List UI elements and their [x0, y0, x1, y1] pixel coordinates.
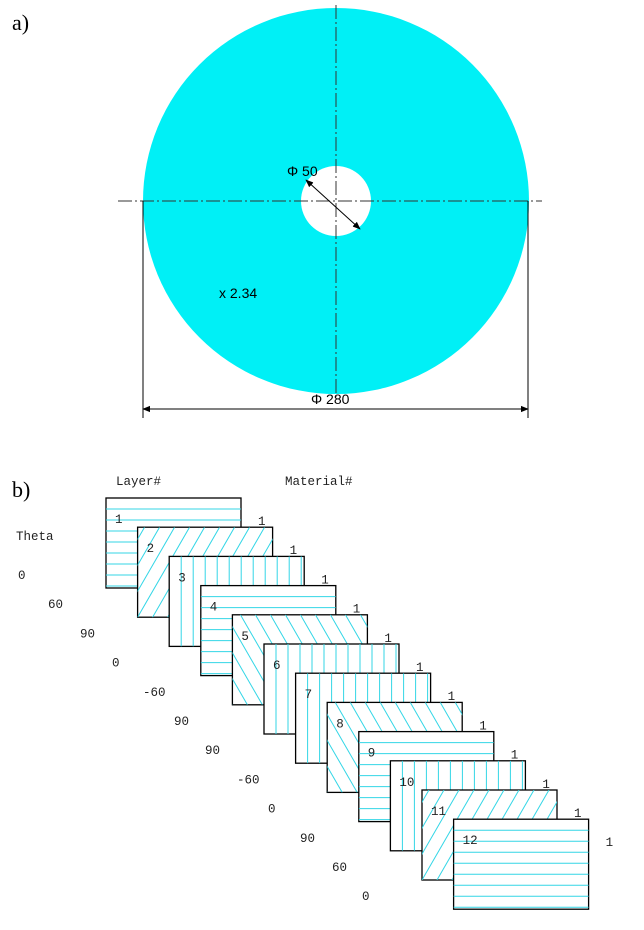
layer-number: 5: [241, 630, 249, 644]
material-value: 1: [384, 632, 392, 646]
layer-number: 12: [463, 834, 478, 848]
theta-value: 0: [18, 569, 26, 583]
material-value: 1: [321, 573, 329, 587]
theta-value: 60: [48, 598, 63, 612]
material-value: 1: [353, 603, 361, 617]
theta-value: -60: [143, 686, 166, 700]
material-value: 1: [258, 515, 266, 529]
theta-value: 90: [205, 744, 220, 758]
theta-header: Theta: [16, 530, 54, 544]
layer-number: 7: [305, 688, 313, 702]
theta-value: 90: [80, 627, 95, 641]
ply-rect: [452, 818, 590, 910]
layer-number: 6: [273, 659, 281, 673]
panel-b-label: b): [12, 477, 30, 502]
material-value: 1: [511, 749, 519, 763]
panel-b: b) Layer# Material# Theta 10126013901401…: [12, 475, 614, 910]
theta-value: 0: [268, 803, 276, 817]
layer-number: 11: [431, 805, 446, 819]
layer-number: 9: [368, 747, 376, 761]
panel-a-label: a): [12, 10, 29, 35]
theta-value: 0: [362, 890, 370, 904]
layer-number: 1: [115, 513, 123, 527]
theta-value: -60: [237, 773, 260, 787]
layer-header: Layer#: [116, 475, 162, 489]
material-value: 1: [574, 807, 582, 821]
panel-a: a) Φ 50 x 2.34 Φ 280: [12, 5, 542, 418]
layer-number: 3: [178, 571, 186, 585]
material-value: 1: [606, 836, 614, 850]
material-header: Material#: [285, 475, 353, 489]
material-value: 1: [290, 544, 298, 558]
material-value: 1: [479, 719, 487, 733]
theta-value: 90: [300, 832, 315, 846]
material-value: 1: [542, 778, 550, 792]
inner-diameter-label: Φ 50: [287, 163, 318, 179]
theta-value: 60: [332, 861, 347, 875]
ply-12: 12 0 1: [362, 818, 614, 910]
inner-diameter-arrow: [305, 179, 361, 230]
layer-number: 4: [210, 601, 218, 615]
outer-diameter-label: Φ 280: [311, 391, 350, 407]
layer-number: 10: [399, 776, 414, 790]
scale-note: x 2.34: [219, 285, 257, 301]
theta-value: 90: [174, 715, 189, 729]
theta-value: 0: [112, 657, 120, 671]
ply-stack: 101260139014015-601690179018-60190110901…: [18, 497, 614, 910]
ply-hatching: [453, 829, 589, 908]
layer-number: 8: [336, 717, 344, 731]
material-value: 1: [448, 690, 456, 704]
layer-number: 2: [147, 542, 155, 556]
material-value: 1: [416, 661, 424, 675]
